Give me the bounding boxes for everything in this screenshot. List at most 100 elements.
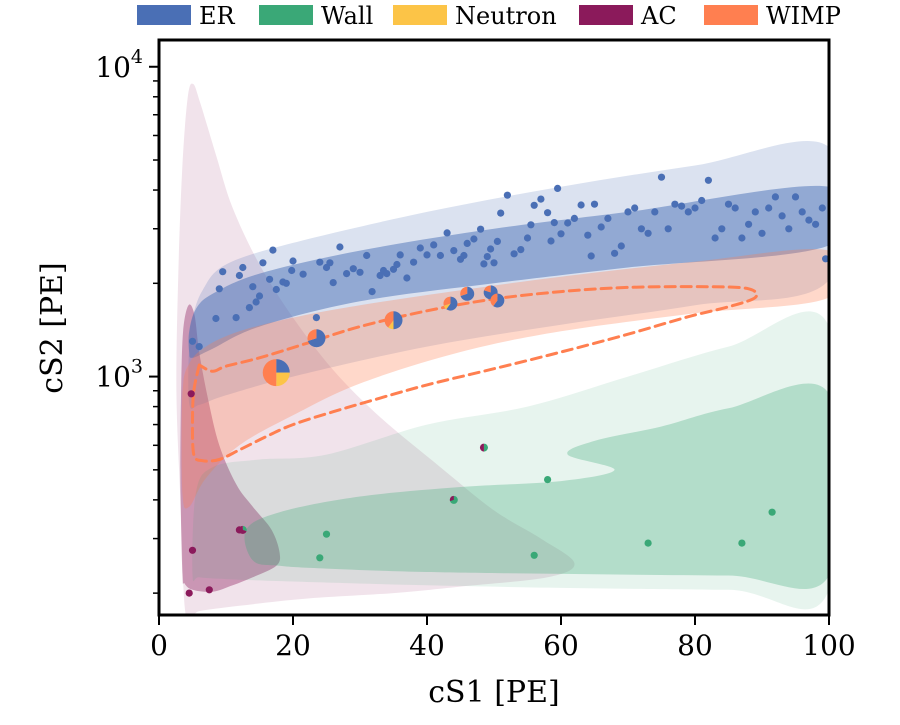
point-er-65 [554, 184, 562, 192]
legend-label-wall: Wall [321, 2, 373, 30]
point-er-54 [497, 209, 505, 217]
point-er-50 [483, 253, 491, 261]
pie-marker-3 [443, 296, 458, 311]
point-er-80 [644, 229, 652, 237]
point-er-68 [570, 214, 579, 222]
y-tick-label-base-1: 10 [95, 51, 131, 84]
point-wall-6 [738, 539, 746, 547]
point-er-19 [312, 314, 320, 322]
point-er-26 [349, 265, 357, 273]
pie-slice-neutron [276, 372, 290, 387]
point-er-106 [818, 204, 826, 212]
point-er-37 [410, 258, 418, 266]
pie-slice-neutron [388, 320, 394, 330]
plot-frame [157, 38, 831, 617]
pie-slice-er [446, 296, 458, 311]
point-er-84 [671, 200, 679, 208]
point-er-62 [544, 209, 552, 217]
point-er-48 [477, 225, 485, 233]
pie-marker-8 [449, 495, 458, 504]
point-er-34 [393, 260, 401, 269]
pie-slice-wall [242, 525, 247, 532]
point-er-35 [396, 251, 404, 259]
pie-marker-6 [490, 293, 505, 308]
point-er-9 [255, 292, 264, 300]
point-er-63 [547, 237, 555, 245]
point-wall-7 [768, 508, 776, 516]
point-er-3 [232, 314, 240, 322]
point-er-0 [212, 314, 220, 323]
band-wall-inner [244, 383, 829, 590]
point-er-7 [249, 283, 257, 291]
point-er-8 [252, 298, 260, 306]
point-er-46 [463, 239, 471, 247]
point-er-100 [778, 212, 786, 220]
wimp-contour-line [190, 285, 759, 463]
point-er-77 [624, 208, 632, 216]
point-er-90 [711, 234, 719, 242]
x-tick-label-20: 20 [275, 629, 311, 662]
point-er-109 [195, 343, 203, 351]
point-er-17 [289, 257, 297, 265]
point-er-39 [423, 251, 431, 259]
legend: ER Wall Neutron AC WIMP [137, 2, 841, 30]
point-er-95 [745, 220, 753, 228]
y-tick-label-0: 103 [95, 356, 143, 394]
point-er-86 [684, 208, 692, 216]
point-er-97 [758, 229, 766, 237]
point-er-58 [523, 234, 532, 242]
point-er-41 [436, 251, 444, 260]
pie-slice-er [307, 329, 326, 348]
point-er-60 [530, 201, 538, 209]
legend-swatch-neutron [393, 5, 447, 25]
point-er-15 [282, 279, 290, 287]
point-er-11 [266, 275, 274, 283]
point-ac-0 [185, 589, 193, 597]
legend-label-neutron: Neutron [455, 2, 557, 30]
pie-marker-9 [238, 525, 247, 534]
point-er-12 [269, 246, 277, 254]
pie-slice-ac [449, 495, 454, 502]
point-er-99 [771, 193, 780, 201]
point-er-87 [691, 204, 699, 212]
pie-slice-er [276, 359, 290, 373]
y-tick-label-base-0: 10 [95, 361, 131, 394]
legend-swatch-wall [259, 5, 313, 25]
point-er-67 [564, 219, 572, 227]
point-er-1 [215, 285, 223, 293]
x-tick-label-0: 0 [150, 629, 168, 662]
point-er-40 [430, 241, 438, 249]
point-wall-0 [316, 554, 324, 562]
pie-marker-4 [460, 286, 475, 301]
point-er-55 [503, 191, 511, 199]
point-er-107 [822, 255, 829, 263]
point-wall-3 [530, 551, 538, 559]
point-er-102 [791, 193, 800, 201]
point-er-101 [785, 225, 793, 233]
pie-slice-wimp [490, 293, 498, 307]
band-wimp-band [181, 249, 829, 509]
band-ac-inner [180, 304, 281, 592]
legend-label-er: ER [199, 2, 236, 30]
contour-layer [190, 285, 759, 463]
pie-slice-er [393, 311, 403, 330]
legend-swatch-wimp [704, 5, 758, 25]
pie-slice-wall [450, 495, 458, 504]
pie-slice-wimp [307, 329, 317, 341]
pie-slice-wimp [483, 285, 491, 293]
point-er-85 [678, 202, 686, 210]
point-er-24 [336, 243, 344, 251]
point-er-57 [517, 246, 525, 254]
point-er-13 [272, 285, 280, 294]
point-er-29 [368, 288, 376, 296]
point-er-103 [798, 208, 806, 216]
point-er-64 [550, 219, 558, 227]
legend-label-wimp: WIMP [766, 2, 841, 30]
point-er-70 [584, 231, 592, 239]
point-er-104 [805, 216, 813, 224]
point-er-82 [657, 173, 666, 181]
point-er-28 [363, 251, 371, 260]
point-er-23 [329, 279, 337, 287]
point-er-56 [510, 250, 518, 258]
